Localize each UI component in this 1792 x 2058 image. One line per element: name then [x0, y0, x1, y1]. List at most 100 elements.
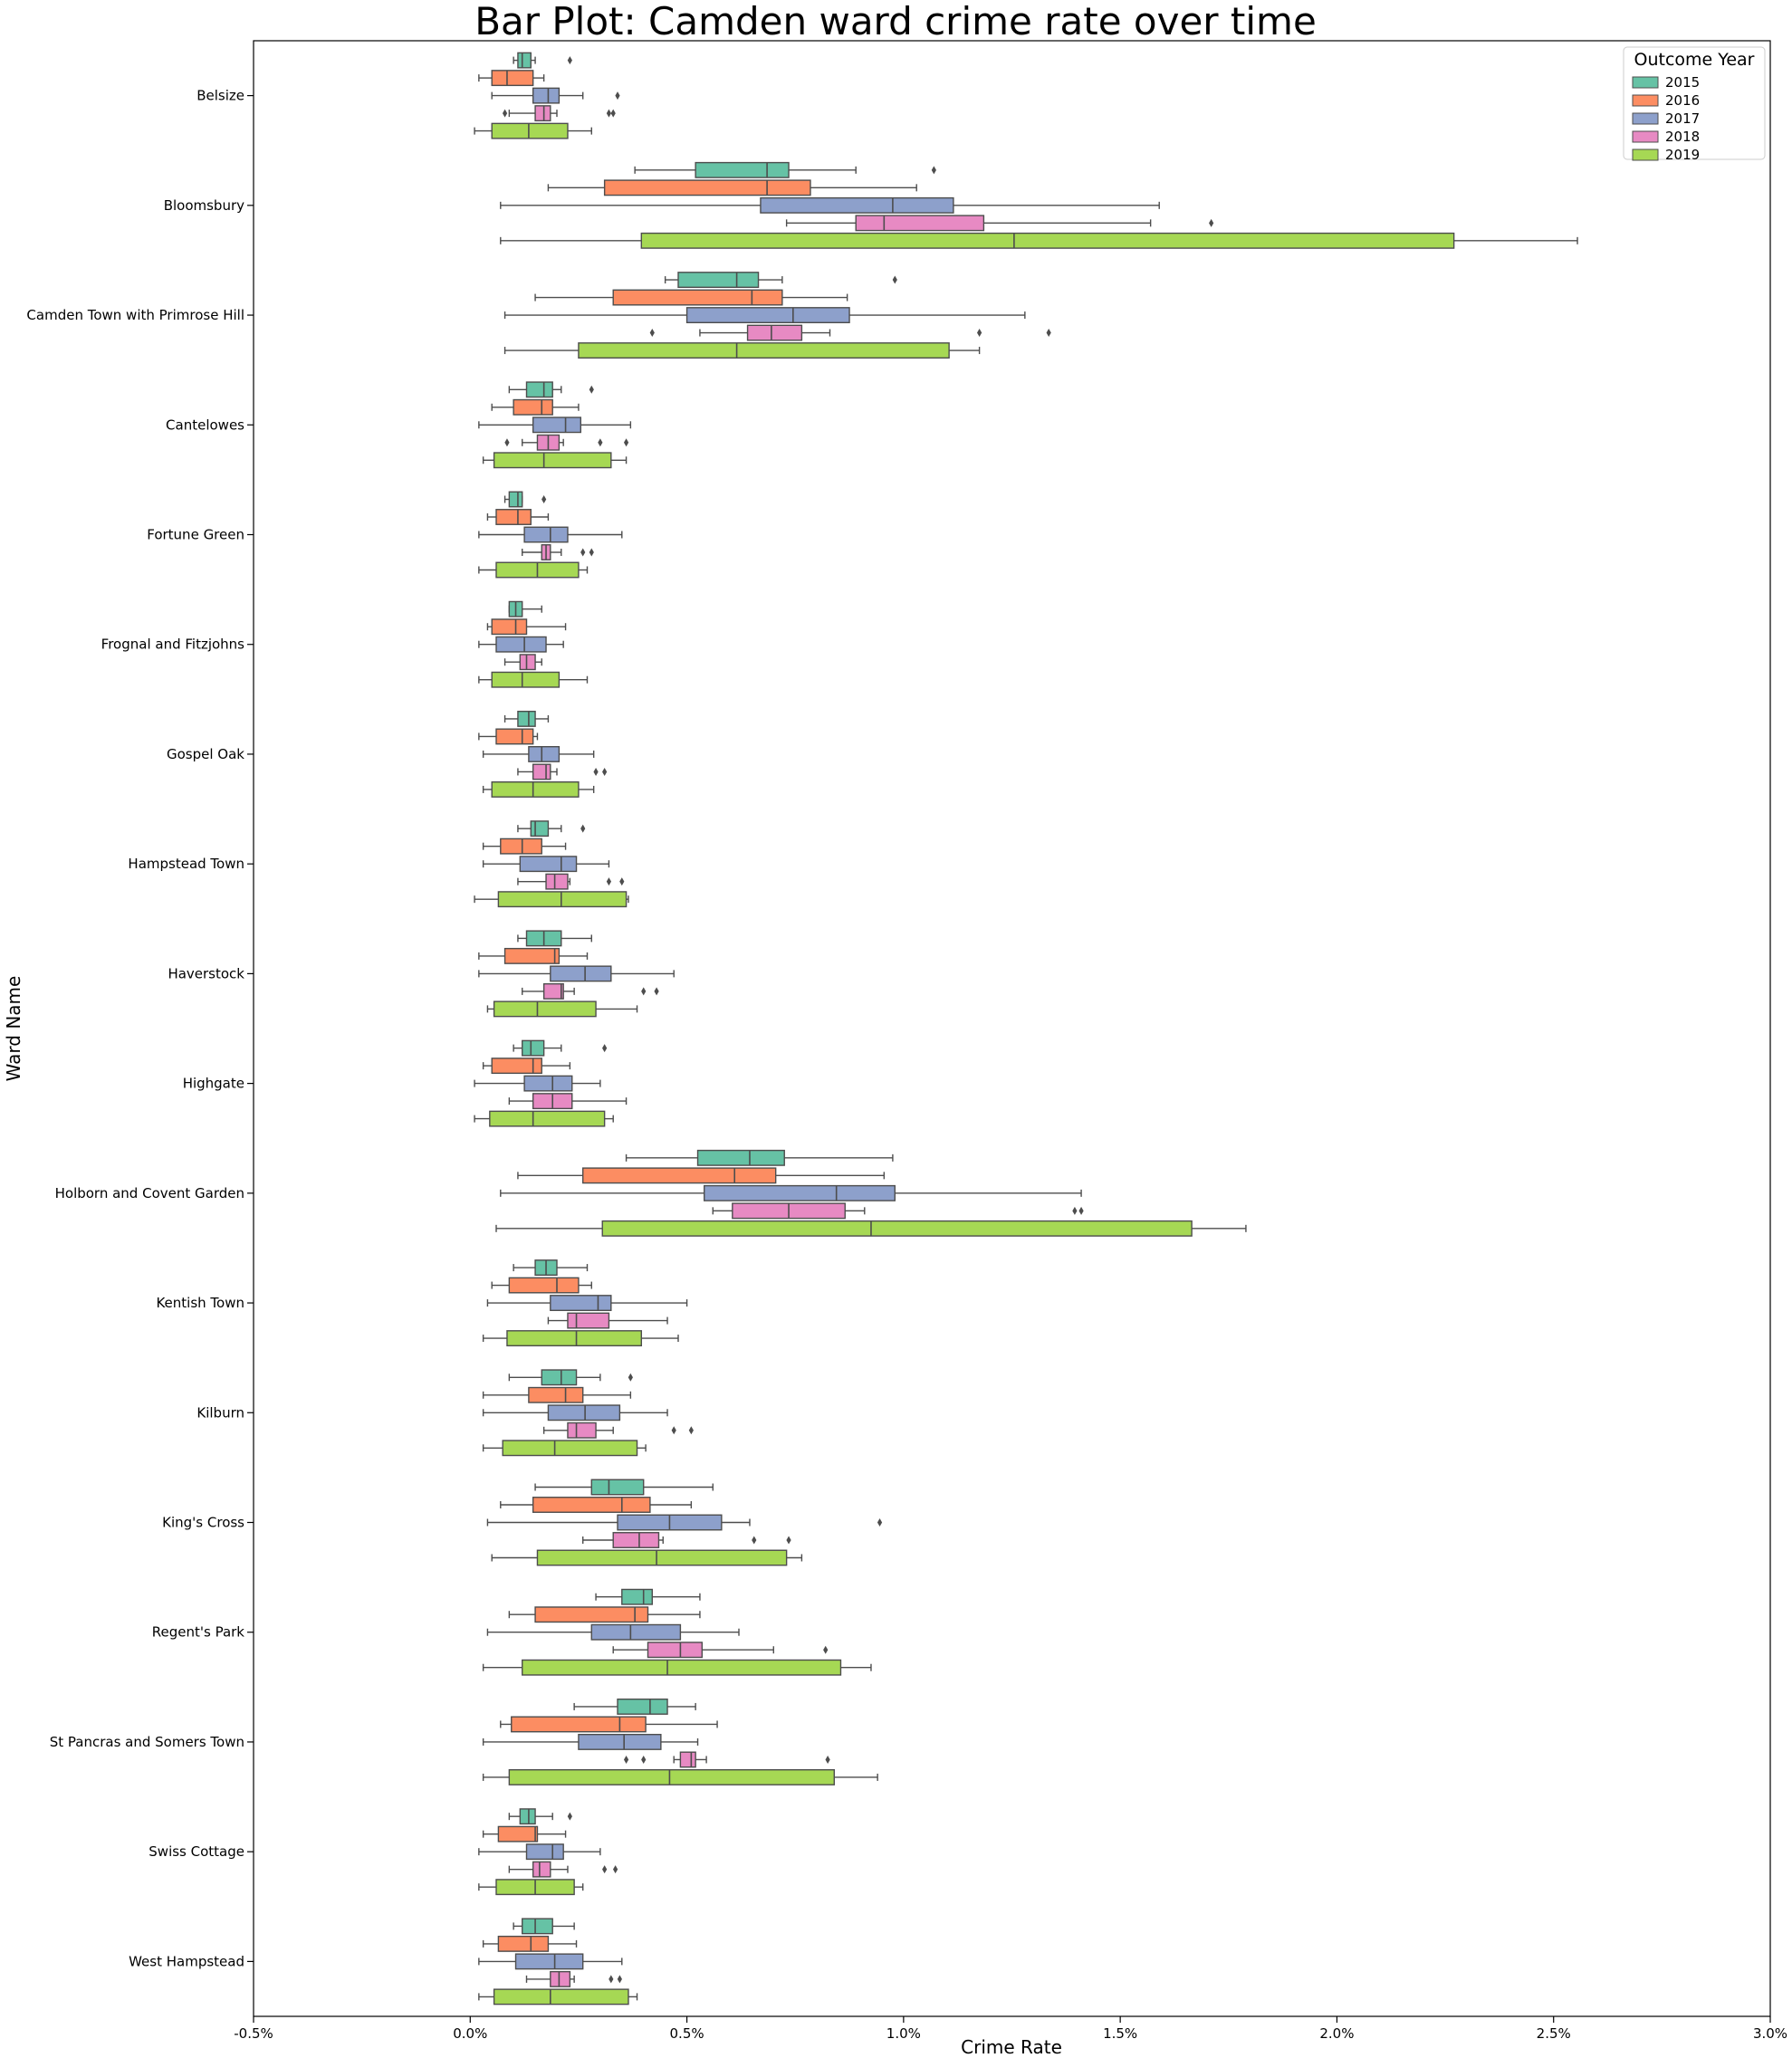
box-2015-14 [595, 1588, 701, 1605]
box-iqr [500, 838, 542, 855]
box-2018-9 [508, 1093, 628, 1110]
outlier-point [567, 56, 572, 65]
outlier-point [589, 548, 594, 557]
box-iqr [532, 1497, 651, 1513]
y-tick-label: Highgate [183, 1076, 244, 1092]
box-iqr [519, 654, 536, 671]
box-iqr [550, 1970, 571, 1987]
outlier-point [649, 329, 655, 338]
box-2015-1 [634, 161, 936, 178]
box-2018-0 [502, 105, 616, 122]
box-2018-16 [508, 1861, 618, 1878]
box-iqr [550, 1295, 612, 1312]
box-iqr [493, 452, 612, 469]
box-2017-12 [482, 1404, 668, 1421]
outlier-point [609, 1975, 614, 1984]
box-iqr [530, 820, 550, 838]
plot-area [474, 52, 1578, 2005]
box-2017-17 [478, 1953, 623, 1970]
box-2016-13 [500, 1497, 693, 1513]
y-tick-label: Swiss Cottage [149, 1843, 244, 1860]
box-iqr [503, 947, 561, 964]
box-2019-1 [500, 232, 1578, 249]
box-iqr [525, 1843, 564, 1861]
box-2016-6 [478, 728, 539, 745]
box-iqr [508, 491, 523, 508]
y-tick-label: Gospel Oak [167, 746, 244, 762]
outlier-point [623, 438, 629, 447]
outlier-point [752, 1536, 757, 1545]
box-2016-1 [547, 179, 917, 196]
box-iqr [532, 87, 561, 104]
box-2019-3 [482, 452, 628, 469]
box-iqr [696, 1149, 785, 1166]
box-2018-6 [517, 763, 608, 780]
box-2017-14 [486, 1623, 740, 1641]
outlier-point [502, 109, 508, 118]
box-iqr [704, 1184, 896, 1201]
box-2015-12 [508, 1369, 633, 1386]
box-iqr [567, 1312, 610, 1329]
plot-frame [253, 40, 1771, 2017]
outlier-point [688, 1426, 694, 1435]
box-2016-5 [486, 618, 567, 636]
legend-swatch-2015 [1632, 76, 1659, 89]
legend-label-2016: 2016 [1665, 92, 1700, 109]
outlier-point [617, 1975, 622, 1984]
box-2019-10 [495, 1220, 1247, 1237]
box-iqr [528, 745, 561, 762]
y-tick-label: St Pancras and Somers Town [50, 1734, 244, 1750]
box-2018-3 [504, 434, 629, 451]
box-iqr [547, 1404, 621, 1421]
box-2015-17 [513, 1918, 575, 1935]
box-2018-7 [517, 873, 625, 890]
box-iqr [621, 1588, 653, 1605]
y-tick-label: Cantelowes [166, 416, 244, 433]
box-2015-15 [573, 1698, 696, 1715]
box-iqr [567, 1421, 597, 1439]
box-iqr [495, 728, 534, 745]
box-iqr [685, 307, 850, 324]
box-2015-6 [503, 710, 550, 727]
box-2015-7 [517, 820, 586, 838]
outlier-point [580, 548, 586, 557]
outlier-point [613, 1865, 618, 1874]
box-2017-2 [503, 307, 1026, 324]
box-2019-12 [482, 1440, 647, 1457]
box-2016-3 [491, 398, 580, 416]
outlier-point [654, 987, 659, 996]
box-2016-9 [482, 1058, 571, 1075]
box-2019-2 [503, 342, 981, 359]
box-iqr [523, 526, 569, 543]
box-iqr [491, 671, 561, 688]
box-iqr [522, 1039, 545, 1057]
box-iqr [497, 1825, 539, 1843]
outlier-point [504, 438, 510, 447]
box-2015-0 [513, 52, 572, 69]
box-2016-7 [482, 838, 567, 855]
box-2019-9 [474, 1110, 614, 1127]
box-2017-1 [500, 196, 1160, 214]
box-2017-0 [491, 87, 620, 104]
y-axis-label: Ward Name [3, 976, 24, 1082]
outlier-point [619, 877, 625, 886]
box-iqr [647, 1642, 704, 1659]
box-iqr [677, 272, 760, 289]
box-iqr [582, 1167, 777, 1184]
box-2016-17 [482, 1935, 578, 1952]
outlier-point [1046, 329, 1051, 338]
box-2018-5 [503, 654, 542, 671]
box-2016-11 [491, 1277, 592, 1294]
box-2018-17 [525, 1970, 622, 1987]
box-2019-8 [486, 1000, 638, 1018]
x-tick-label: 2.0% [1319, 2025, 1354, 2042]
box-iqr [640, 232, 1455, 249]
box-iqr [855, 215, 985, 232]
y-tick-label: Kentish Town [156, 1295, 244, 1311]
box-iqr [491, 122, 569, 139]
box-iqr [519, 856, 578, 873]
outlier-point [1078, 1206, 1084, 1215]
box-iqr [612, 1532, 660, 1548]
box-iqr [517, 52, 532, 69]
